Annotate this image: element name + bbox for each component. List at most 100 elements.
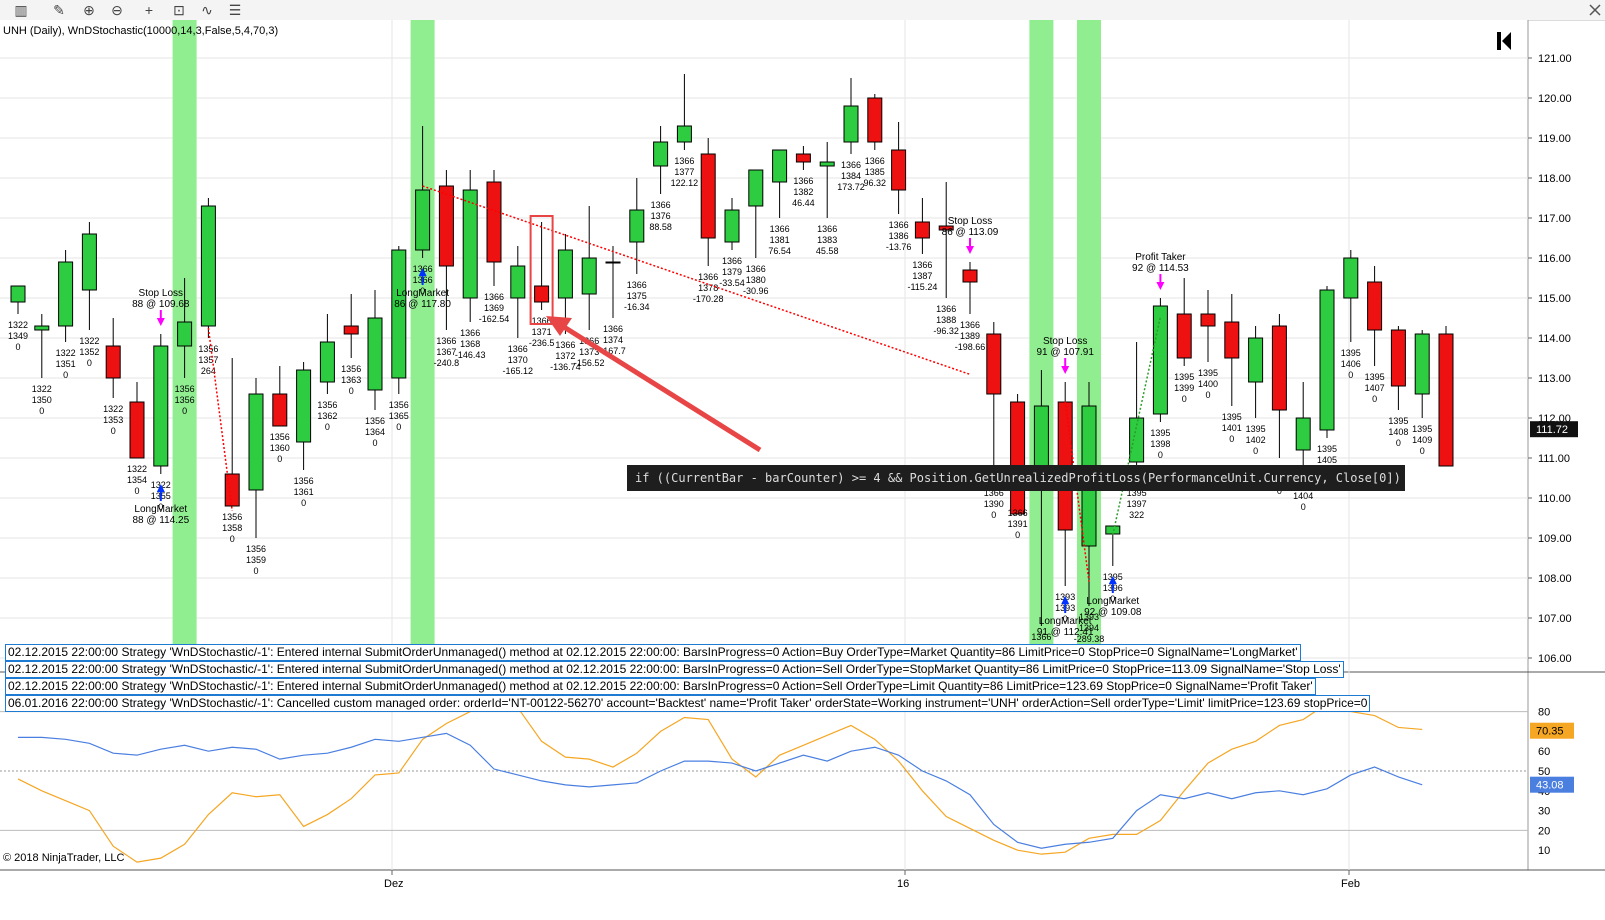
bar-label: 1356 bbox=[222, 512, 242, 522]
exit-arrow-icon bbox=[1061, 366, 1070, 374]
entry-arrow-icon bbox=[156, 484, 165, 492]
candle-body bbox=[581, 257, 597, 295]
osc-tick-label: 10 bbox=[1538, 845, 1550, 857]
bar-label: -30.96 bbox=[743, 286, 769, 296]
bar-label: 1384 bbox=[841, 171, 861, 181]
candle-body bbox=[462, 189, 478, 299]
price-tick-label: 121.00 bbox=[1538, 53, 1572, 65]
bar-label: 0 bbox=[1229, 434, 1234, 444]
crosshair-icon[interactable]: + bbox=[144, 2, 154, 18]
bar-label: 1366 bbox=[912, 260, 932, 270]
candle-body bbox=[129, 401, 145, 459]
bar-label: 1366 bbox=[460, 328, 480, 338]
annotation-text: 91 @ 107.91 bbox=[1036, 347, 1094, 358]
bar-label: 1372 bbox=[555, 351, 575, 361]
bar-label: 1349 bbox=[8, 331, 28, 341]
time-tick-label: Feb bbox=[1341, 878, 1360, 890]
properties-list-icon[interactable]: ☰ bbox=[228, 1, 242, 18]
bar-label: 1356 bbox=[270, 432, 290, 442]
price-tick-label: 114.00 bbox=[1538, 333, 1571, 345]
osc-tick-label: 30 bbox=[1538, 806, 1550, 818]
bar-label: 1368 bbox=[460, 339, 480, 349]
chart-title: UNH (Daily), WnDStochastic(10000,14,3,Fa… bbox=[3, 25, 279, 37]
price-tick-label: 116.00 bbox=[1538, 253, 1571, 265]
entry-arrow-stem bbox=[421, 276, 424, 285]
bar-label: -167.7 bbox=[600, 346, 626, 356]
bar-label: 45.58 bbox=[816, 246, 839, 256]
candle-body bbox=[224, 473, 240, 507]
bar-label: 0 bbox=[87, 358, 92, 368]
bar-label: 1322 bbox=[56, 348, 76, 358]
bar-label: 1402 bbox=[1246, 435, 1266, 445]
price-chart[interactable]: 121.00 120.00 119.00 118.00 117.00 116.00 115.… bbox=[0, 20, 1605, 920]
candle-body bbox=[843, 105, 859, 143]
bar-label: 0 bbox=[1277, 486, 1282, 496]
candle-body bbox=[319, 341, 335, 383]
bar-label: 1356 bbox=[341, 364, 361, 374]
bar-label: 1398 bbox=[1150, 439, 1170, 449]
bar-label: -13.76 bbox=[886, 242, 912, 252]
k-line bbox=[17, 703, 1423, 863]
candle-body bbox=[1152, 305, 1168, 415]
candle-body bbox=[438, 185, 454, 267]
bar-label: -33.54 bbox=[719, 278, 745, 288]
last-price-label: 111.72 bbox=[1536, 424, 1568, 436]
bar-label: 0 bbox=[325, 422, 330, 432]
bar-label: -198.66 bbox=[955, 342, 986, 352]
candle-body bbox=[1010, 401, 1026, 515]
price-tick-label: 107.00 bbox=[1538, 613, 1572, 625]
data-box-icon[interactable]: ⊡ bbox=[173, 1, 185, 18]
annotation-text: Stop Loss bbox=[948, 216, 992, 227]
bar-label: 1350 bbox=[32, 395, 52, 405]
bar-label: 1370 bbox=[508, 355, 528, 365]
candle-body bbox=[891, 149, 907, 191]
bar-label: 1381 bbox=[770, 235, 790, 245]
zoom-in-icon[interactable]: ⊕ bbox=[83, 1, 95, 18]
bar-label: 1366 bbox=[1008, 508, 1028, 518]
bar-label: 1362 bbox=[317, 411, 337, 421]
highlight-band bbox=[410, 20, 435, 653]
log-line-3: 02.12.2015 22:00:00 Strategy 'WnDStochas… bbox=[5, 678, 1316, 695]
zoom-out-icon[interactable]: ⊖ bbox=[111, 1, 123, 18]
bar-label: 1399 bbox=[1174, 383, 1194, 393]
exit-arrow-stem bbox=[159, 310, 162, 319]
bar-label: 1366 bbox=[936, 304, 956, 314]
entry-arrow-stem bbox=[159, 492, 162, 501]
bar-label: 0 bbox=[1301, 502, 1306, 512]
bar-label: 96.32 bbox=[864, 178, 887, 188]
bar-label: 0 bbox=[230, 534, 235, 544]
candle-body bbox=[962, 269, 978, 283]
bar-label: -165.12 bbox=[503, 366, 534, 376]
bar-label: 1394 bbox=[1079, 623, 1099, 633]
bar-label: 1409 bbox=[1412, 435, 1432, 445]
bar-label: 0 bbox=[1063, 614, 1068, 624]
osc-tick-label: 80 bbox=[1538, 707, 1550, 719]
trade-line-loss bbox=[422, 185, 971, 376]
candle-body bbox=[34, 325, 50, 331]
price-tick-label: 111.00 bbox=[1538, 453, 1570, 465]
osc-value-badge bbox=[1530, 722, 1574, 739]
entry-arrow-icon bbox=[418, 268, 427, 276]
bar-label: 1366 bbox=[651, 200, 671, 210]
annotation-text: 88 @ 109.68 bbox=[132, 299, 190, 310]
candle-body bbox=[653, 141, 669, 167]
candle-body bbox=[272, 393, 288, 427]
candle-body bbox=[1271, 325, 1287, 411]
bar-label: 1395 bbox=[1388, 416, 1408, 426]
bar-label: -170.28 bbox=[693, 294, 724, 304]
close-icon[interactable] bbox=[1585, 0, 1605, 20]
bar-label: 0 bbox=[1420, 446, 1425, 456]
annotation-text: LongMarket bbox=[1039, 616, 1092, 627]
draw-pencil-icon[interactable]: ✎ bbox=[53, 1, 65, 18]
price-tick-label: 113.00 bbox=[1538, 373, 1571, 385]
bar-label: 1361 bbox=[294, 487, 314, 497]
indicator-icon[interactable]: ∿ bbox=[201, 1, 213, 18]
bar-label: 0 bbox=[277, 454, 282, 464]
candle-body bbox=[1390, 329, 1406, 387]
bar-label: 1395 bbox=[1341, 348, 1361, 358]
candle-body bbox=[1343, 257, 1359, 299]
bars-type-icon[interactable]: ▥ bbox=[14, 1, 28, 18]
bar-label: 1369 bbox=[484, 303, 504, 313]
bar-label: 264 bbox=[201, 366, 216, 376]
bar-label: 1395 bbox=[1150, 428, 1170, 438]
